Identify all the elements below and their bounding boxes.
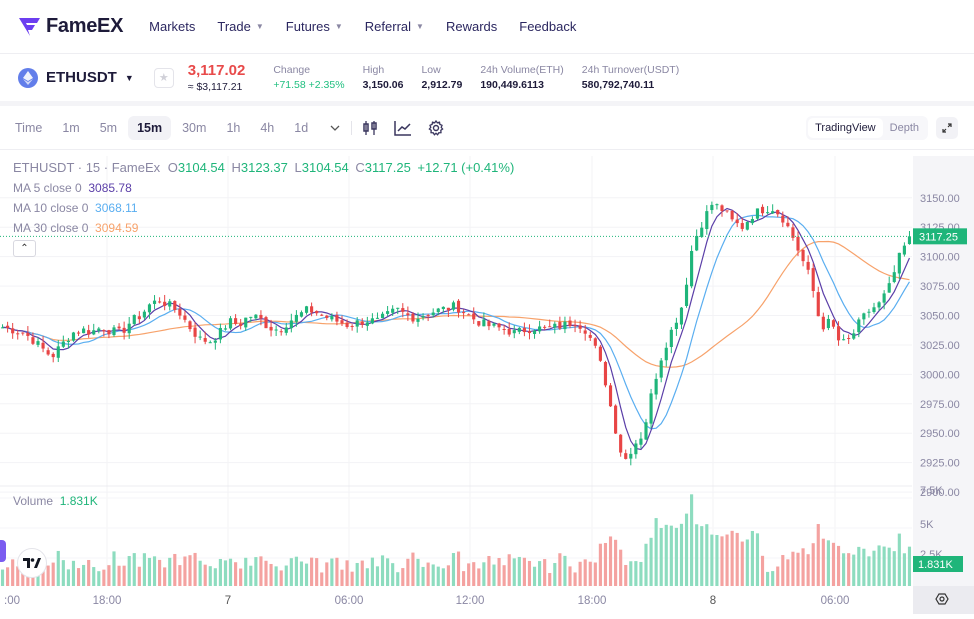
tf-4h[interactable]: 4h (260, 120, 275, 135)
collapse-legend-button[interactable]: ⌃ (13, 240, 36, 257)
ma5-legend: MA 5 close 0 3085.78 (13, 181, 132, 195)
logo-text: FameEX (46, 15, 124, 37)
svg-text:5K: 5K (920, 519, 934, 531)
ticker-bar: ETHUSDT ▼ ★ 3,117.02 ≈ $3,117.21 Change +… (0, 54, 974, 106)
svg-text:2975.00: 2975.00 (920, 399, 960, 411)
svg-text:18:00: 18:00 (93, 595, 122, 607)
pair-selector[interactable]: ETHUSDT ▼ (18, 67, 134, 88)
nav-trade[interactable]: Trade ▼ (217, 19, 264, 34)
stat-turnover: 24h Turnover(USDT) 580,792,740.11 (581, 64, 680, 91)
volume-legend: Volume 1.831K (13, 494, 98, 508)
nav-rewards[interactable]: Rewards (445, 19, 498, 34)
svg-text:1.831K: 1.831K (918, 559, 954, 571)
tradingview-tab[interactable]: TradingView (808, 117, 883, 138)
tf-1m[interactable]: 1m (62, 120, 80, 135)
stat-low: Low 2,912.79 (421, 64, 463, 91)
svg-text::00: :00 (4, 595, 20, 607)
caret-down-icon: ▼ (416, 22, 424, 31)
caret-down-icon: ▼ (334, 22, 343, 31)
svg-text:7: 7 (225, 595, 231, 607)
caret-down-icon: ▼ (124, 72, 134, 83)
tf-15m[interactable]: 15m (128, 115, 172, 140)
tf-1h[interactable]: 1h (226, 120, 241, 135)
nav-futures[interactable]: Futures ▼ (285, 19, 343, 34)
nav-feedback[interactable]: Feedback (519, 19, 577, 34)
svg-text:06:00: 06:00 (335, 595, 364, 607)
svg-text:2900.00: 2900.00 (920, 487, 960, 499)
chart-legend-title: ETHUSDT · 15 · FameEx O3104.54 H3123.37 … (13, 160, 515, 175)
favorite-star-button[interactable]: ★ (153, 67, 174, 88)
ma30-legend: MA 30 close 0 3094.59 (13, 221, 139, 235)
caret-down-icon: ▼ (255, 22, 264, 31)
tradingview-logo-icon[interactable] (17, 548, 47, 578)
indicators-icon[interactable] (394, 120, 412, 136)
tf-5m[interactable]: 5m (99, 120, 118, 135)
last-price: 3,117.02 (187, 62, 246, 79)
price-usd: ≈ $3,117.21 (187, 81, 243, 93)
svg-text:3100.00: 3100.00 (920, 252, 960, 264)
top-nav: FameEX Markets Trade ▼ Futures ▼ Referral ▼… (0, 0, 974, 54)
pair-name: ETHUSDT (46, 69, 117, 86)
candlestick-chart[interactable]: 3150.003125.003100.003075.003050.003025.… (0, 156, 974, 614)
settings-gear-icon[interactable] (428, 119, 444, 136)
chart-toolbar: Time 1m 5m 15m 30m 1h 4h 1d TradingView … (0, 106, 974, 150)
svg-text:06:00: 06:00 (821, 595, 850, 607)
svg-text:18:00: 18:00 (578, 595, 607, 607)
tf-time[interactable]: Time (15, 120, 43, 135)
nav-referral[interactable]: Referral ▼ (364, 19, 424, 34)
svg-text:12:00: 12:00 (456, 595, 485, 607)
chart-area[interactable]: 3150.00 3125.00 3100.00 3075.00 3050.00 3025.… (0, 156, 974, 614)
stat-volume: 24h Volume(ETH) 190,449.6113 (480, 64, 564, 91)
svg-text:3000.00: 3000.00 (920, 369, 960, 381)
svg-text:8: 8 (710, 595, 716, 607)
svg-text:3117.25: 3117.25 (919, 231, 958, 243)
fullscreen-expand-icon[interactable] (936, 116, 958, 139)
tf-30m[interactable]: 30m (182, 120, 207, 135)
tf-1d[interactable]: 1d (294, 120, 309, 135)
ma10-legend: MA 10 close 0 3068.11 (13, 201, 138, 215)
svg-text:3050.00: 3050.00 (920, 311, 960, 323)
side-panel-tab[interactable] (0, 540, 6, 562)
stat-change: Change +71.58 +2.35% (273, 64, 345, 91)
stat-high: High 3,150.06 (362, 64, 404, 91)
svg-text:3075.00: 3075.00 (920, 281, 960, 293)
candlestick-icon[interactable] (362, 120, 378, 136)
price-block: 3,117.02 ≈ $3,117.21 (188, 62, 246, 93)
divider (351, 120, 353, 135)
eth-icon (18, 67, 38, 88)
depth-tab[interactable]: Depth (889, 121, 919, 134)
fameex-logo[interactable]: FameEX (18, 15, 123, 38)
svg-text:3025.00: 3025.00 (920, 340, 960, 352)
svg-text:7.5K: 7.5K (920, 485, 943, 497)
view-switch: TradingView Depth (806, 115, 928, 140)
logo-icon (19, 17, 40, 36)
svg-text:2950.00: 2950.00 (920, 428, 960, 440)
svg-text:2925.00: 2925.00 (920, 458, 960, 470)
svg-text:3150.00: 3150.00 (920, 193, 960, 205)
nav-markets[interactable]: Markets (149, 19, 196, 34)
more-timeframes-chevron-icon[interactable] (329, 124, 341, 132)
